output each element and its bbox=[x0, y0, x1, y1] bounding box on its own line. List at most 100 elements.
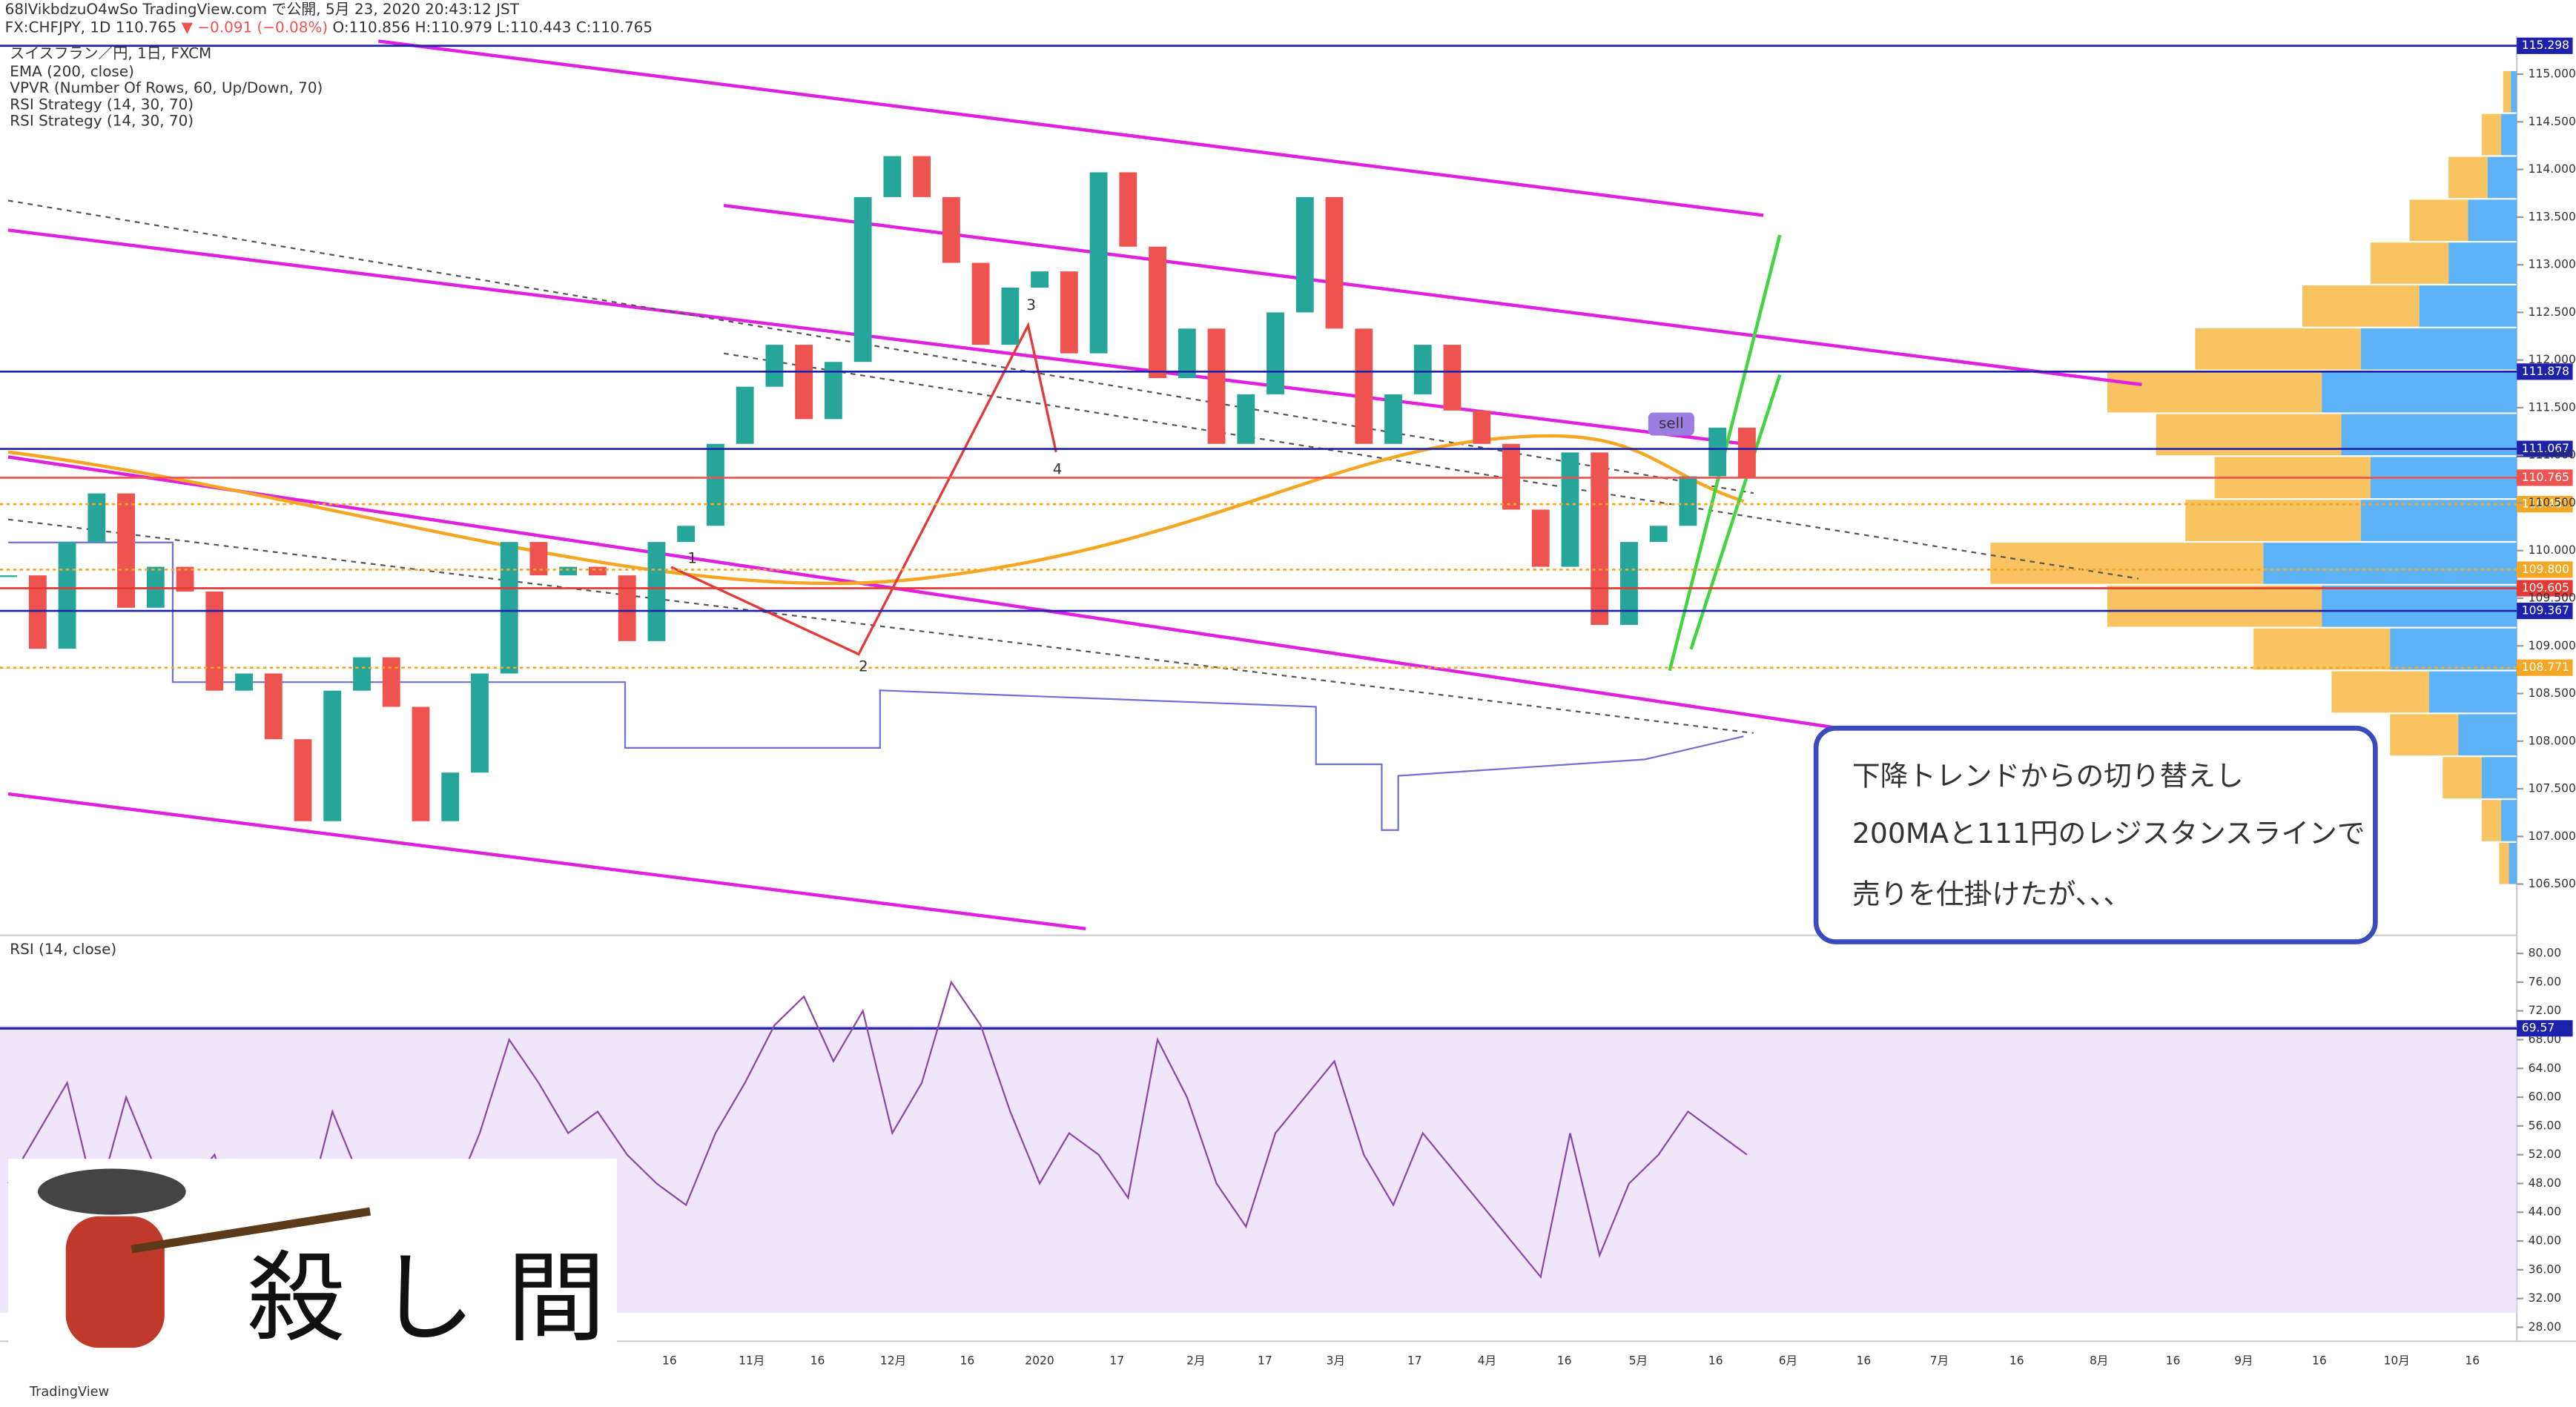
price-tag bbox=[2517, 561, 2573, 578]
x-tick-label: 16 bbox=[2465, 1354, 2480, 1367]
candle bbox=[559, 566, 578, 576]
vpvr-down bbox=[2428, 671, 2517, 713]
x-tick-label: 10月 bbox=[2384, 1354, 2410, 1367]
x-tick-label: 16 bbox=[810, 1354, 825, 1367]
price-tag-label: 108.771 bbox=[2522, 661, 2569, 674]
candle bbox=[58, 542, 76, 649]
x-tick-label: 3月 bbox=[1327, 1354, 1345, 1367]
candle bbox=[1031, 271, 1049, 288]
candle bbox=[1266, 312, 1284, 394]
y-tick-label: 106.500 bbox=[2529, 877, 2576, 890]
candle bbox=[765, 345, 784, 387]
vpvr-up bbox=[2253, 628, 2391, 670]
vpvr-up bbox=[2302, 285, 2420, 327]
y-tick-label: 114.000 bbox=[2529, 162, 2576, 176]
price-tag-label: 109.367 bbox=[2522, 604, 2569, 618]
vpvr-down bbox=[2468, 199, 2517, 241]
vpvr-up bbox=[2331, 671, 2429, 713]
candle bbox=[1649, 526, 1668, 543]
candle bbox=[1620, 542, 1638, 625]
ohlc: C:110.765 bbox=[576, 18, 653, 36]
candle bbox=[1679, 476, 1697, 526]
price-tag bbox=[2517, 580, 2573, 597]
y-tick-label: 107.500 bbox=[2529, 782, 2576, 795]
x-tick-label: 5月 bbox=[1629, 1354, 1648, 1367]
y-tick-label: 115.000 bbox=[2529, 67, 2576, 81]
vpvr-down bbox=[2322, 371, 2517, 413]
y-tick-label: 108.000 bbox=[2529, 734, 2576, 747]
candle bbox=[942, 196, 960, 263]
y-tick-label: 36.00 bbox=[2529, 1262, 2561, 1276]
candle bbox=[1738, 427, 1756, 478]
candle bbox=[1119, 172, 1137, 247]
legend-item: RSI Strategy (14, 30, 70) bbox=[10, 112, 194, 130]
wave-label: 1 bbox=[687, 549, 697, 566]
vpvr-up bbox=[2390, 714, 2459, 756]
candle bbox=[736, 386, 754, 444]
price-tag-label: 115.298 bbox=[2522, 39, 2569, 52]
y-tick-label: 48.00 bbox=[2529, 1176, 2561, 1190]
trend-line bbox=[7, 518, 1754, 735]
y-tick-label: 107.000 bbox=[2529, 830, 2576, 843]
candle bbox=[883, 156, 902, 197]
rsi-tag-label: 69.57 bbox=[2522, 1022, 2554, 1035]
x-tick-label: 8月 bbox=[2090, 1354, 2108, 1367]
vpvr-down bbox=[2501, 800, 2517, 841]
x-tick-label: 16 bbox=[960, 1354, 975, 1367]
ohlc: L:110.443 bbox=[497, 18, 571, 36]
vpvr-down bbox=[2509, 842, 2517, 884]
vpvr-down bbox=[2390, 628, 2517, 670]
y-tick-label: 109.000 bbox=[2529, 639, 2576, 652]
candle bbox=[323, 690, 342, 821]
channel-line bbox=[7, 792, 1086, 930]
annotation-box bbox=[1813, 725, 2378, 944]
ohlc: H:110.979 bbox=[415, 18, 492, 36]
candle bbox=[1149, 246, 1166, 379]
y-tick-label: 60.00 bbox=[2529, 1090, 2561, 1104]
vpvr-down bbox=[2263, 543, 2517, 584]
vpvr-up bbox=[2503, 70, 2511, 113]
annotation-line: 売りを仕掛けたが、、、 bbox=[1852, 878, 2131, 910]
candle bbox=[353, 657, 371, 691]
candle bbox=[1384, 394, 1402, 444]
candle bbox=[1001, 287, 1020, 345]
x-tick-label: 16 bbox=[2312, 1354, 2327, 1367]
x-tick-label: 16 bbox=[662, 1354, 677, 1367]
y-tick-label: 64.00 bbox=[2529, 1062, 2561, 1075]
samurai-body bbox=[65, 1216, 165, 1348]
x-tick-label: 4月 bbox=[1478, 1354, 1496, 1367]
rifle bbox=[131, 1207, 371, 1254]
candle bbox=[441, 772, 460, 821]
vpvr-down bbox=[2481, 757, 2517, 798]
vpvr-up bbox=[2409, 199, 2468, 241]
candle bbox=[205, 591, 224, 691]
candle bbox=[1325, 196, 1344, 329]
x-tick-label: 7月 bbox=[1930, 1354, 1949, 1367]
price-tag bbox=[2517, 363, 2573, 380]
y-tick-label: 56.00 bbox=[2529, 1119, 2561, 1132]
vpvr-up bbox=[2481, 800, 2502, 841]
wave-label: 2 bbox=[859, 658, 868, 675]
vpvr-up bbox=[2107, 371, 2322, 413]
vpvr-down bbox=[2448, 242, 2517, 284]
y-tick-label: 112.500 bbox=[2529, 305, 2576, 319]
rsi-tag bbox=[2517, 1020, 2573, 1037]
legend-item: EMA (200, close) bbox=[10, 62, 134, 80]
candle bbox=[618, 575, 636, 641]
trend-line bbox=[723, 352, 2139, 580]
vpvr-up bbox=[2443, 757, 2482, 798]
x-tick-label: 12月 bbox=[880, 1354, 906, 1367]
y-tick-label: 111.000 bbox=[2529, 448, 2576, 462]
vpvr-up bbox=[2499, 842, 2509, 884]
y-tick-label: 111.500 bbox=[2529, 400, 2576, 414]
candle bbox=[853, 196, 872, 362]
price-tag bbox=[2517, 659, 2573, 676]
change: ▼ −0.091 (−0.08%) bbox=[182, 18, 328, 36]
y-tick-label: 76.00 bbox=[2529, 975, 2561, 988]
x-tick-label: 17 bbox=[1109, 1354, 1124, 1367]
legend-item: スイスフラン／円, 1日, FXCM bbox=[10, 44, 211, 62]
vpvr-down bbox=[2360, 328, 2517, 370]
candle bbox=[1473, 410, 1491, 444]
price-tag-label: 109.800 bbox=[2522, 563, 2569, 576]
annotation-line: 200MAと111円のレジスタンスラインで bbox=[1852, 817, 2365, 850]
